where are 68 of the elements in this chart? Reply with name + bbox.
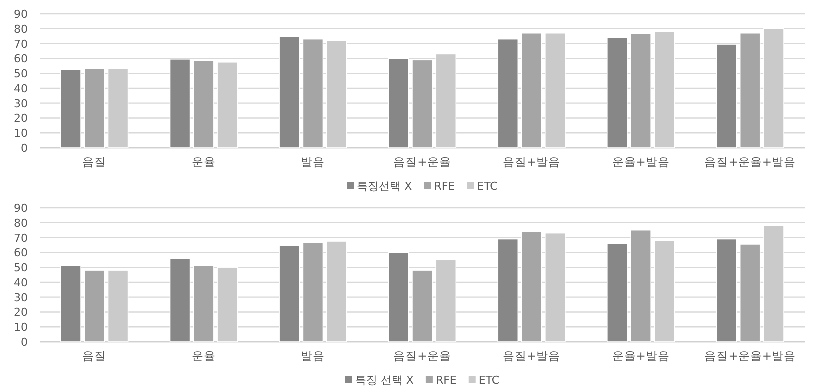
bar	[84, 68, 106, 148]
bar	[388, 58, 410, 148]
x-tick-label: 음질+발음	[502, 349, 561, 363]
bar	[279, 246, 300, 342]
y-tick-label: 0	[21, 336, 28, 349]
bar	[607, 37, 628, 148]
bar	[740, 244, 761, 342]
bar	[302, 38, 324, 148]
y-tick-label: 30	[14, 97, 28, 110]
bar	[498, 238, 519, 342]
bar	[740, 32, 761, 148]
y-tick-label: 20	[14, 306, 28, 320]
y-tick-label: 70	[14, 232, 28, 245]
bar	[521, 231, 542, 342]
y-tick-label: 40	[14, 276, 28, 290]
bar	[60, 69, 82, 148]
x-tick-label: 발음	[301, 349, 326, 363]
bar	[60, 266, 82, 342]
x-tick-label: 운율	[192, 349, 216, 363]
y-tick-label: 60	[14, 246, 28, 260]
bar	[279, 36, 300, 148]
legend-label: 특징 선택 X	[355, 374, 414, 387]
y-tick-label: 90	[14, 8, 28, 21]
x-tick-label: 발음	[301, 155, 326, 169]
y-tick-label: 10	[14, 321, 28, 334]
x-tick-label: 음질+운율+발음	[704, 155, 796, 169]
bar	[630, 34, 652, 148]
bar	[412, 270, 433, 342]
bar	[607, 243, 628, 342]
bar	[194, 266, 214, 342]
y-tick-label: 50	[14, 262, 28, 275]
bar	[521, 32, 542, 148]
bar	[630, 230, 652, 342]
y-tick-label: 30	[14, 291, 28, 304]
x-tick-label: 음질+운율	[394, 155, 452, 169]
y-tick-label: 70	[14, 38, 28, 51]
bar	[84, 270, 106, 342]
bar	[170, 258, 191, 342]
y-tick-label: 50	[14, 68, 28, 81]
bar	[716, 238, 738, 342]
bar	[194, 60, 214, 148]
bar	[412, 60, 433, 148]
bar	[388, 252, 410, 342]
legend-label: ETC	[478, 374, 500, 387]
y-tick-label: 80	[14, 22, 28, 36]
y-tick-label: 80	[14, 216, 28, 230]
x-tick-label: 음질+운율	[394, 349, 452, 363]
legend-label: 특징선택 X	[357, 180, 413, 193]
x-tick-label: 운율+발음	[612, 155, 670, 169]
x-tick-label: 음질+발음	[502, 155, 561, 169]
x-tick-label: 운율	[192, 155, 216, 169]
bar	[498, 38, 519, 148]
x-tick-label: 운율+발음	[612, 349, 670, 363]
x-tick-label: 음질	[82, 349, 107, 363]
y-tick-label: 10	[14, 127, 28, 140]
bar	[716, 44, 738, 148]
y-tick-label: 20	[14, 112, 28, 126]
y-tick-label: 40	[14, 82, 28, 96]
x-tick-label: 음질+운율+발음	[704, 349, 796, 363]
y-tick-label: 90	[14, 202, 28, 215]
bar	[170, 59, 191, 148]
bar	[302, 242, 324, 342]
legend-label: RFE	[434, 180, 456, 193]
legend-label: RFE	[436, 374, 457, 387]
legend-label: ETC	[477, 180, 498, 193]
y-tick-label: 60	[14, 52, 28, 66]
y-tick-label: 0	[21, 142, 28, 155]
x-tick-label: 음질	[82, 155, 107, 169]
